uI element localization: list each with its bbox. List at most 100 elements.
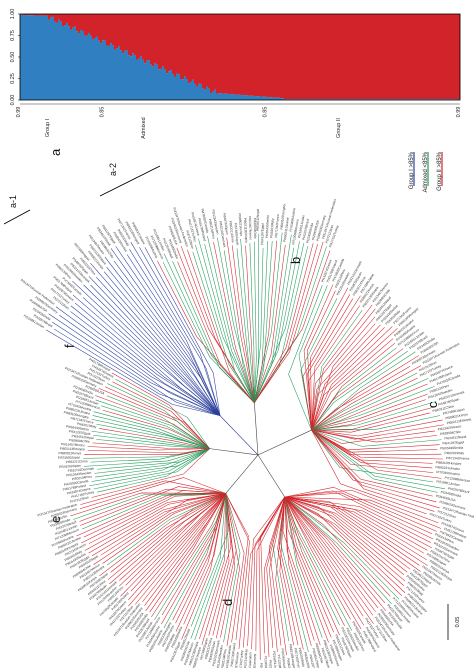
- tree-leaf-label: PI641287Egypt: [260, 223, 265, 245]
- structure-bar-red: [180, 14, 183, 80]
- structure-bar-blue: [108, 45, 111, 100]
- tree-leaf-label: PI613407Mexico: [61, 442, 85, 447]
- tree-leaf-label: PI216851Jordan: [75, 395, 99, 406]
- tree-leaf-branch: [311, 429, 434, 473]
- structure-bar-red: [308, 14, 311, 100]
- tree-leaf-label: PI234582India: [73, 385, 94, 396]
- structure-bar-blue: [144, 63, 147, 100]
- tree-leaf-branch: [100, 405, 210, 449]
- tree-leaf-branch: [311, 429, 442, 447]
- structure-bar-blue: [286, 99, 289, 100]
- structure-bar-blue: [88, 32, 91, 100]
- tree-leaf-label: PI712098Morocco: [291, 219, 299, 245]
- tree-leaf-branch: [93, 411, 210, 449]
- structure-bar-blue: [56, 22, 59, 100]
- structure-bar-blue: [80, 30, 83, 101]
- tree-leaf-branch: [119, 493, 226, 587]
- structure-bar-blue: [420, 99, 423, 100]
- tree-internal-branch: [225, 454, 259, 494]
- tree-leaf-label: PI628904Chile: [180, 640, 191, 661]
- tree-leaf-branch: [97, 448, 210, 493]
- tree-leaf-label: PI532101Denmark: [68, 467, 95, 473]
- structure-bar-blue: [194, 83, 197, 100]
- structure-bar-red: [146, 14, 149, 61]
- tree-leaf-branch: [242, 496, 285, 648]
- structure-bar-blue: [118, 46, 121, 100]
- tree-leaf-label: PI512643Sweden: [66, 471, 92, 478]
- clade-a2-label: a-2: [108, 163, 118, 176]
- structure-bar-red: [80, 14, 83, 31]
- tree-leaf-branch: [284, 496, 364, 617]
- structure-bar-red: [114, 14, 117, 50]
- tree-leaf-branch: [284, 496, 386, 604]
- structure-bar-red: [250, 14, 253, 96]
- structure-bar-red: [110, 14, 113, 44]
- structure-bar-blue: [328, 99, 331, 100]
- scale-bar: 0.05: [447, 604, 461, 640]
- tree-leaf-label: PI589021Kenya: [58, 451, 81, 455]
- structure-bar-blue: [240, 94, 243, 100]
- structure-bar-blue: [52, 16, 55, 101]
- tree-leaf-branch: [177, 261, 255, 403]
- tree-leaf-label: PI563211China: [432, 404, 454, 413]
- tree-leaf-branch: [311, 393, 428, 431]
- structure-bar-blue: [132, 53, 135, 100]
- structure-bar-red: [52, 14, 55, 17]
- tree-leaf-label: PI655430Serbia: [66, 424, 89, 431]
- structure-bar-red: [418, 14, 421, 100]
- tree-leaf-branch: [94, 448, 210, 474]
- structure-bar-blue: [94, 37, 97, 100]
- structure-bar-red: [24, 14, 27, 16]
- structure-bar-red: [256, 14, 259, 97]
- tree-leaf-label: PI294593USA: [435, 494, 456, 503]
- tree-leaf-branch: [192, 251, 255, 403]
- structure-bar-red: [252, 14, 255, 96]
- structure-bar-blue: [30, 15, 33, 101]
- tree-leaf-branch: [251, 496, 285, 650]
- structure-bar-blue: [196, 86, 199, 100]
- tree-leaf-label: PI234582India: [264, 656, 269, 668]
- tree-leaf-label: PI294593USA: [167, 225, 178, 246]
- structure-bar-blue: [436, 99, 439, 100]
- structure-bar-blue: [116, 48, 119, 100]
- tree-leaf-branch: [54, 328, 221, 416]
- tree-leaf-branch: [80, 480, 226, 505]
- tree-leaf-label: PI574890Japan: [58, 455, 81, 459]
- tree-leaf-branch: [311, 429, 440, 509]
- tree-leaf-branch: [83, 284, 221, 416]
- tree-leaf-branch: [82, 493, 226, 530]
- structure-bar-blue: [352, 99, 355, 100]
- structure-bar-blue: [450, 99, 453, 100]
- group2-label: Group II: [336, 118, 342, 138]
- structure-bar-blue: [264, 96, 267, 100]
- tree-leaf-label: PI372123Iran: [185, 230, 195, 250]
- tree-leaf-branch: [311, 355, 420, 431]
- structure-bar-red: [352, 14, 355, 100]
- structure-bar-blue: [66, 22, 69, 101]
- structure-bar-blue: [20, 14, 23, 100]
- structure-bar-red: [212, 14, 215, 92]
- structure-bar-blue: [70, 29, 73, 100]
- tree-leaf-branch: [104, 256, 221, 416]
- clade-a-label: a: [48, 148, 63, 156]
- structure-bar-red: [76, 14, 79, 32]
- structure-bar-blue: [392, 99, 395, 100]
- structure-bar-blue: [282, 98, 285, 100]
- tree-leaf-label: PI502134Peru: [72, 474, 93, 481]
- structure-bar-blue: [386, 99, 389, 100]
- structure-bar-red: [374, 14, 377, 100]
- structure-bar-blue: [184, 76, 187, 100]
- structure-bar-red: [162, 14, 165, 67]
- structure-bar-red: [340, 14, 343, 100]
- tree-leaf-label: PI574890Japan: [199, 637, 209, 660]
- tree-leaf-branch: [254, 240, 278, 403]
- tree-leaf-branch: [223, 493, 241, 643]
- structure-bar-blue: [348, 99, 351, 100]
- tree-leaf-branch: [107, 493, 226, 580]
- structure-bar-blue: [454, 99, 457, 100]
- tree-leaf-branch: [310, 287, 349, 431]
- tree-leaf-branch: [311, 429, 443, 460]
- structure-bar-red: [436, 14, 439, 100]
- tree-leaf-branch: [130, 493, 226, 592]
- structure-bar-blue: [396, 99, 399, 100]
